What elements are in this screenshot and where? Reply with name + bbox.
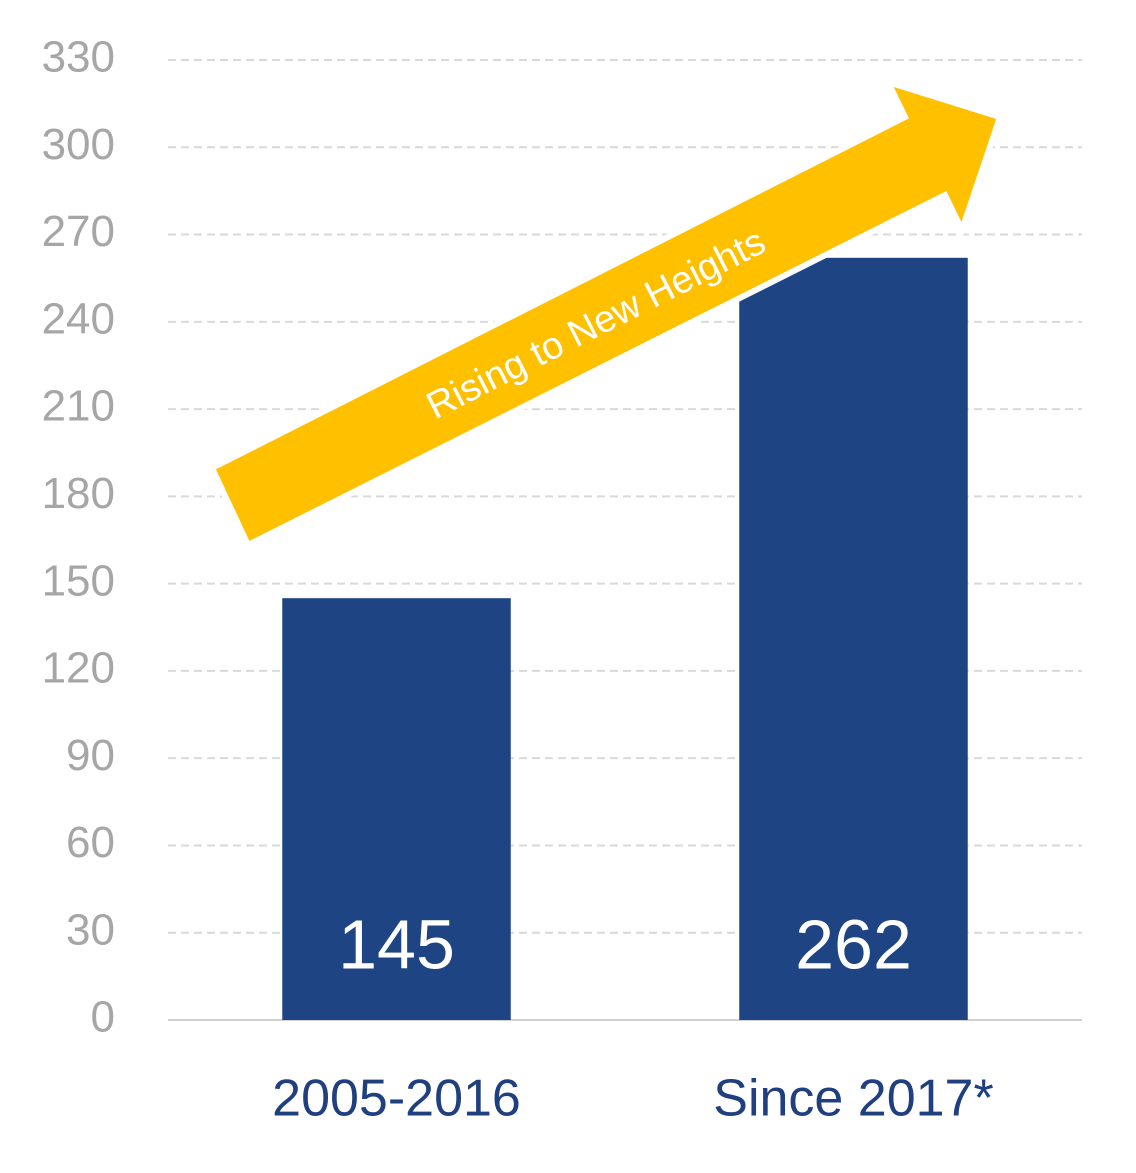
y-tick-label: 330 [42,33,115,82]
y-tick-label: 210 [42,382,115,431]
annotation-text: Rising to New Heights [420,221,772,428]
arrow-shape [208,77,1004,550]
value-label: 145 [338,905,455,983]
y-tick-label: 120 [42,644,115,693]
value-label: 262 [795,905,912,983]
y-tick-label: 270 [42,207,115,256]
y-tick-label: 60 [66,818,115,867]
y-tick-label: 0 [91,993,115,1042]
y-tick-label: 180 [42,469,115,518]
y-tick-label: 150 [42,556,115,605]
y-tick-label: 30 [66,905,115,954]
y-tick-label: 300 [42,120,115,169]
bar [739,257,968,1020]
bar [282,598,511,1020]
y-tick-label: 240 [42,294,115,343]
x-tick-label: Since 2017* [713,1070,993,1128]
x-tick-label: 2005-2016 [272,1070,521,1128]
y-tick-label: 90 [66,731,115,780]
